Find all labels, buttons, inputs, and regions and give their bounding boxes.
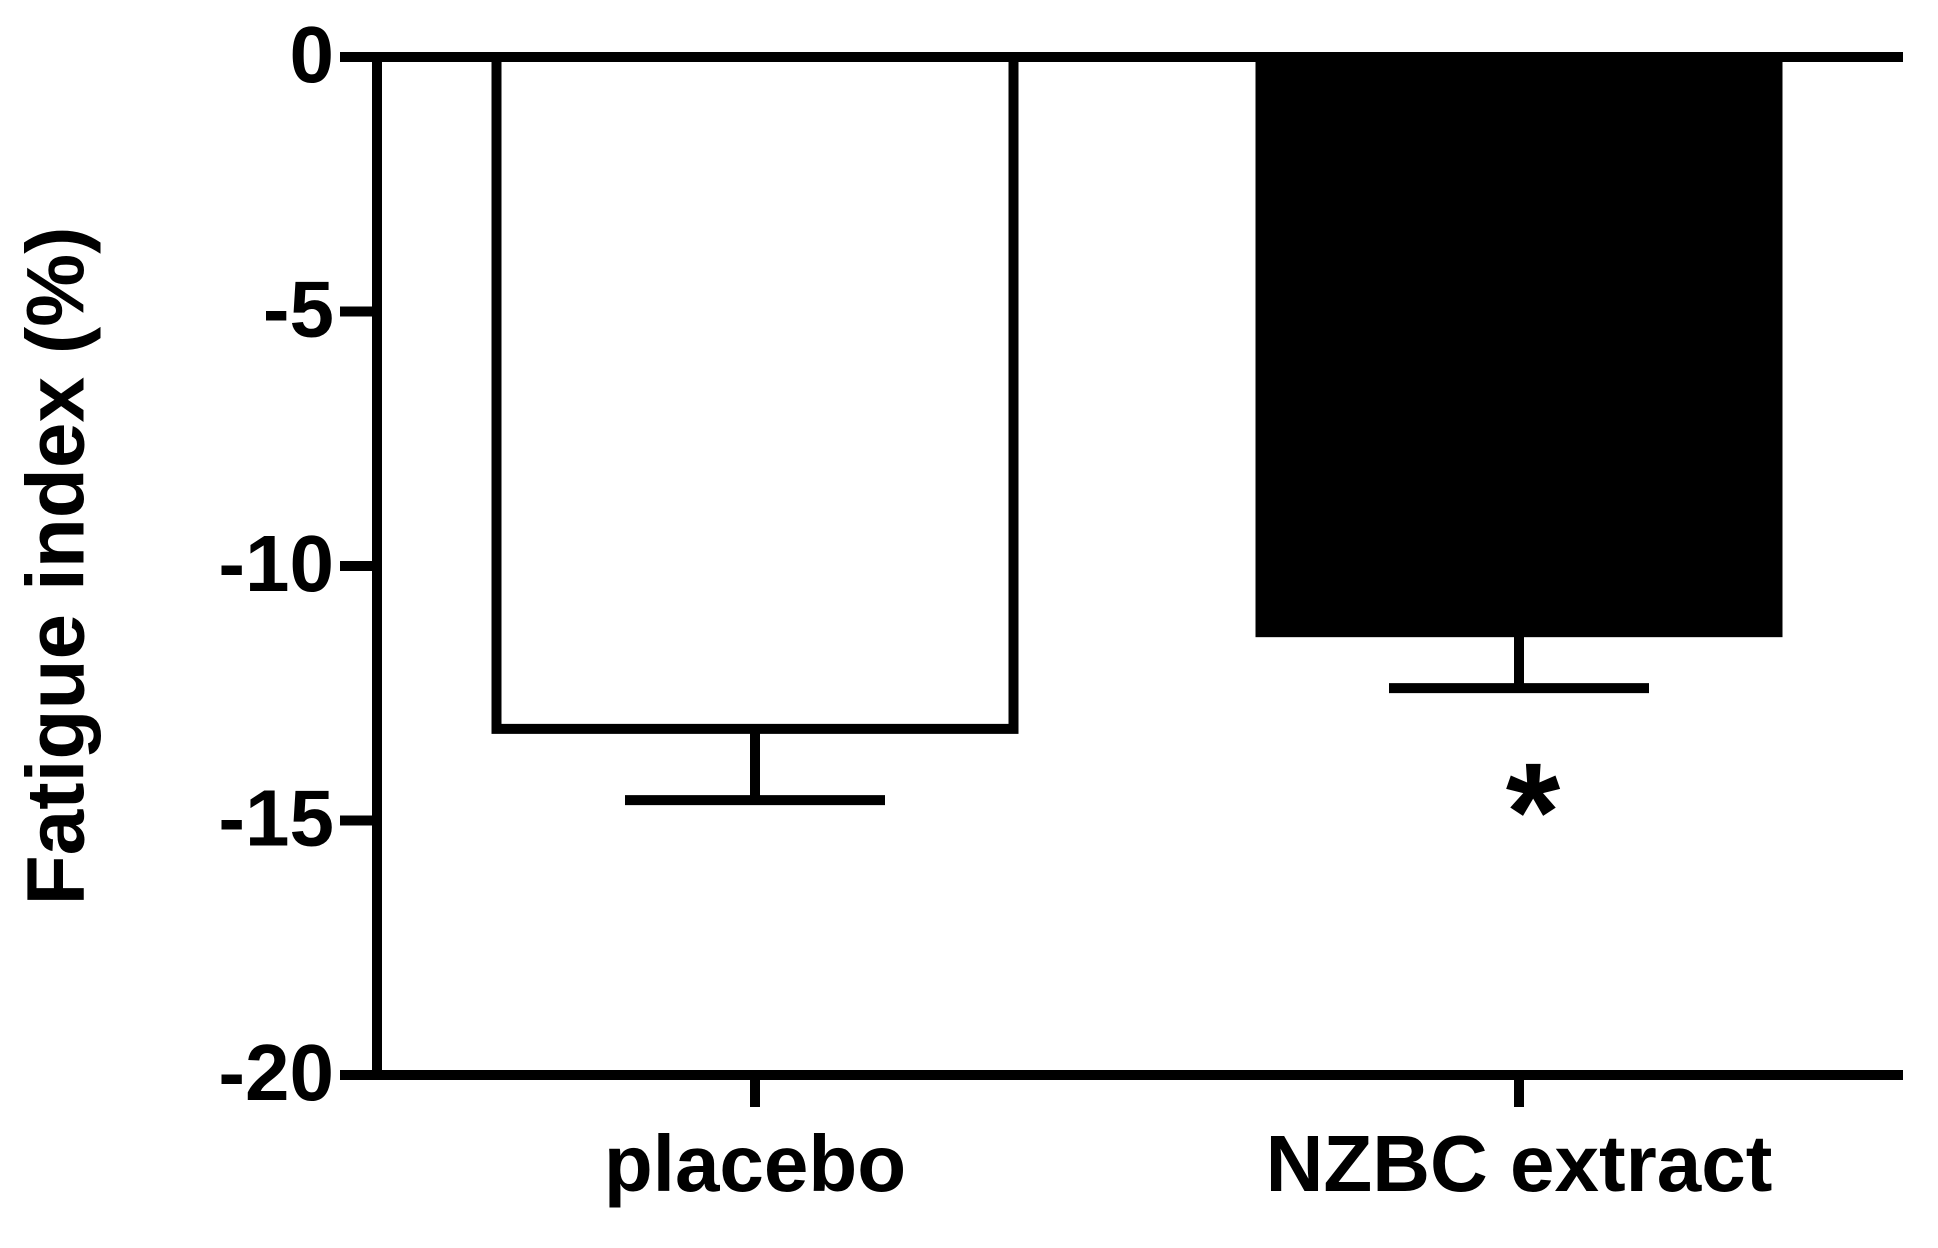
y-tick-label: -15 — [218, 774, 334, 863]
bar — [491, 52, 1019, 734]
bar — [1255, 52, 1783, 638]
y-tick-label: -20 — [218, 1028, 334, 1117]
x-tick-label: NZBC extract — [1266, 1119, 1773, 1208]
y-tick-label: 0 — [290, 10, 335, 99]
y-axis-label: Fatigue index (%) — [11, 227, 102, 906]
x-tick-label: placebo — [604, 1119, 906, 1208]
annotation: * — [1506, 733, 1561, 890]
y-tick-label: -5 — [263, 265, 334, 354]
y-tick-label: -10 — [218, 519, 334, 608]
